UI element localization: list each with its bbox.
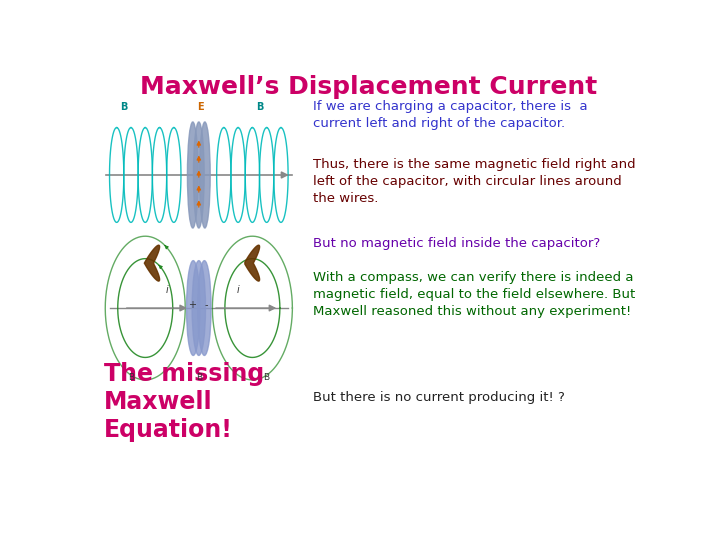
Text: But no magnetic field inside the capacitor?: But no magnetic field inside the capacit… — [313, 238, 600, 251]
Polygon shape — [144, 245, 160, 281]
Text: With a compass, we can verify there is indeed a
magnetic field, equal to the fie: With a compass, we can verify there is i… — [313, 271, 636, 318]
Text: B: B — [264, 373, 270, 382]
Ellipse shape — [192, 261, 205, 355]
Text: B: B — [120, 102, 127, 112]
Ellipse shape — [186, 261, 200, 355]
Text: The missing
Maxwell
Equation!: The missing Maxwell Equation! — [104, 362, 264, 442]
Text: -: - — [204, 300, 207, 310]
Ellipse shape — [187, 122, 198, 228]
Text: Thus, there is the same magnetic field right and
left of the capacitor, with cir: Thus, there is the same magnetic field r… — [313, 158, 636, 205]
Text: B: B — [196, 373, 202, 382]
Text: If we are charging a capacitor, there is  a
current left and right of the capaci: If we are charging a capacitor, there is… — [313, 100, 588, 130]
Ellipse shape — [199, 122, 210, 228]
Ellipse shape — [194, 122, 204, 228]
Text: i: i — [237, 285, 240, 295]
Text: Maxwell’s Displacement Current: Maxwell’s Displacement Current — [140, 75, 598, 99]
Text: B: B — [256, 102, 264, 112]
Text: i: i — [166, 285, 168, 295]
Text: E: E — [197, 102, 204, 112]
Text: But there is no current producing it! ?: But there is no current producing it! ? — [313, 391, 565, 404]
Text: +: + — [188, 300, 196, 310]
Text: B: B — [128, 373, 134, 382]
Ellipse shape — [198, 261, 211, 355]
Polygon shape — [245, 245, 260, 281]
